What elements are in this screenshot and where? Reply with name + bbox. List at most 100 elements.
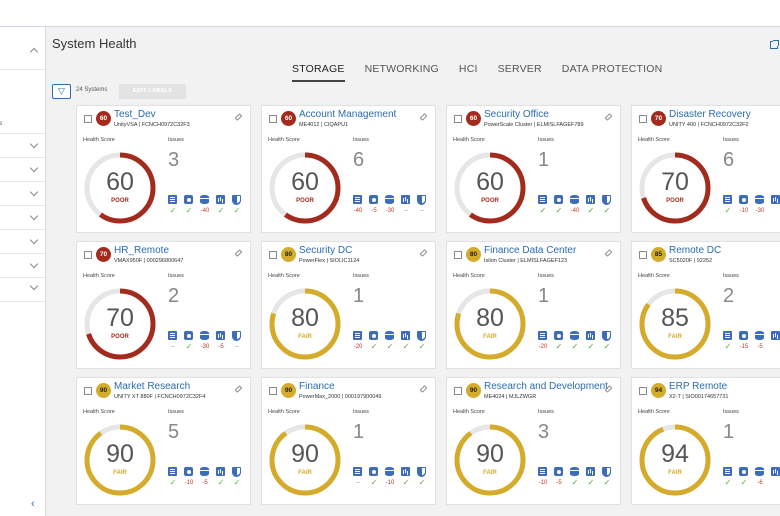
storage-icon[interactable] (353, 467, 362, 476)
chevron-down-icon[interactable] (29, 281, 39, 291)
performance-icon[interactable] (216, 195, 225, 204)
capacity-icon[interactable] (755, 331, 764, 340)
chevron-down-icon[interactable] (29, 235, 39, 245)
system-card[interactable]: 90 Research and Development ME4024 | MJL… (446, 377, 621, 505)
storage-icon[interactable] (353, 195, 362, 204)
performance-icon[interactable] (401, 195, 410, 204)
tab-storage[interactable]: STORAGE (292, 62, 345, 82)
system-card[interactable]: 80 Security DC PowerFlex | SIOLIC1124 He… (261, 241, 436, 369)
edit-labels-button[interactable]: EDIT LABELS (119, 84, 186, 99)
sidebar-item[interactable] (0, 182, 45, 206)
configuration-icon[interactable] (739, 195, 748, 204)
tag-icon[interactable] (234, 113, 243, 121)
card-checkbox[interactable] (454, 387, 462, 395)
configuration-icon[interactable] (554, 195, 563, 204)
chevron-down-icon[interactable] (29, 139, 39, 149)
performance-icon[interactable] (216, 467, 225, 476)
card-checkbox[interactable] (269, 387, 277, 395)
card-checkbox[interactable] (84, 115, 92, 123)
system-card[interactable]: 70 Disaster Recovery UNITY 400 | FCNCH09… (631, 105, 780, 233)
capacity-icon[interactable] (570, 195, 579, 204)
performance-icon[interactable] (771, 195, 780, 204)
performance-icon[interactable] (586, 467, 595, 476)
sidebar-item[interactable] (0, 278, 45, 302)
tab-networking[interactable]: NETWORKING (364, 63, 439, 75)
tab-server[interactable]: SERVER (497, 63, 542, 75)
chevron-down-icon[interactable] (29, 163, 39, 173)
card-checkbox[interactable] (84, 251, 92, 259)
card-checkbox[interactable] (84, 387, 92, 395)
data-protection-icon[interactable] (417, 195, 426, 205)
performance-icon[interactable] (771, 331, 780, 340)
system-card[interactable]: 90 Finance PowerMax_2000 | 000197900049 … (261, 377, 436, 505)
system-name-link[interactable]: Remote DC (669, 245, 722, 256)
storage-icon[interactable] (168, 195, 177, 204)
data-protection-icon[interactable] (417, 467, 426, 477)
storage-icon[interactable] (353, 331, 362, 340)
chevron-down-icon[interactable] (29, 211, 39, 221)
data-protection-icon[interactable] (602, 195, 611, 205)
system-name-link[interactable]: Market Research (114, 381, 191, 392)
configuration-icon[interactable] (554, 331, 563, 340)
system-name-link[interactable]: Security DC (299, 245, 353, 256)
storage-icon[interactable] (538, 331, 547, 340)
capacity-icon[interactable] (385, 195, 394, 204)
card-checkbox[interactable] (454, 115, 462, 123)
system-name-link[interactable]: Research and Development (484, 381, 608, 392)
capacity-icon[interactable] (200, 331, 209, 340)
data-protection-icon[interactable] (602, 331, 611, 341)
storage-icon[interactable] (168, 331, 177, 340)
system-name-link[interactable]: Finance Data Center (484, 245, 577, 256)
card-checkbox[interactable] (639, 115, 647, 123)
sidebar-item[interactable] (0, 206, 45, 230)
configuration-icon[interactable] (739, 331, 748, 340)
capacity-icon[interactable] (570, 331, 579, 340)
chevron-up-icon[interactable] (29, 47, 39, 57)
performance-icon[interactable] (586, 331, 595, 340)
tag-icon[interactable] (419, 249, 428, 257)
storage-icon[interactable] (723, 195, 732, 204)
system-name-link[interactable]: Disaster Recovery (669, 109, 751, 120)
system-card[interactable]: 85 Remote DC SC5020F | 92252 Health Scor… (631, 241, 780, 369)
data-protection-icon[interactable] (232, 195, 241, 205)
tag-icon[interactable] (234, 385, 243, 393)
system-name-link[interactable]: Security Office (484, 109, 549, 120)
configuration-icon[interactable] (554, 467, 563, 476)
storage-icon[interactable] (538, 467, 547, 476)
storage-icon[interactable] (723, 331, 732, 340)
tab-data-protection[interactable]: DATA PROTECTION (561, 63, 663, 75)
capacity-icon[interactable] (570, 467, 579, 476)
chevron-down-icon[interactable] (29, 187, 39, 197)
filter-button[interactable]: ▽ (52, 84, 71, 99)
capacity-icon[interactable] (755, 467, 764, 476)
capacity-icon[interactable] (755, 195, 764, 204)
collapse-sidebar-icon[interactable]: ‹ (31, 498, 35, 510)
system-card[interactable]: 60 Test_Dev UnityVSA | FCNCH0972C32F3 He… (76, 105, 251, 233)
sidebar-item[interactable] (0, 134, 45, 158)
performance-icon[interactable] (216, 331, 225, 340)
system-card[interactable]: 70 HR_Remote VMAX950F | 000296800647 Hea… (76, 241, 251, 369)
chevron-down-icon[interactable] (29, 259, 39, 269)
system-card[interactable]: 94 ERP Remote X2-T | SIO00174657731 Heal… (631, 377, 780, 505)
storage-icon[interactable] (168, 467, 177, 476)
configuration-icon[interactable] (369, 195, 378, 204)
performance-icon[interactable] (586, 195, 595, 204)
configuration-icon[interactable] (184, 195, 193, 204)
system-card[interactable]: 80 Finance Data Center Isilon Cluster | … (446, 241, 621, 369)
configuration-icon[interactable] (184, 331, 193, 340)
data-protection-icon[interactable] (232, 331, 241, 341)
sidebar-item[interactable] (0, 230, 45, 254)
sidebar-item[interactable] (0, 254, 45, 278)
sidebar-item[interactable] (0, 158, 45, 182)
capacity-icon[interactable] (200, 467, 209, 476)
system-name-link[interactable]: HR_Remote (114, 245, 170, 256)
storage-icon[interactable] (538, 195, 547, 204)
configuration-icon[interactable] (369, 331, 378, 340)
configuration-icon[interactable] (739, 467, 748, 476)
external-link-icon[interactable] (770, 40, 779, 49)
tab-hci[interactable]: HCI (458, 63, 478, 75)
data-protection-icon[interactable] (232, 467, 241, 477)
system-card[interactable]: 90 Market Research UNITY XT 880F | FCNCH… (76, 377, 251, 505)
system-card[interactable]: 60 Account Management ME4012 | CIQAPU1 H… (261, 105, 436, 233)
card-checkbox[interactable] (269, 115, 277, 123)
